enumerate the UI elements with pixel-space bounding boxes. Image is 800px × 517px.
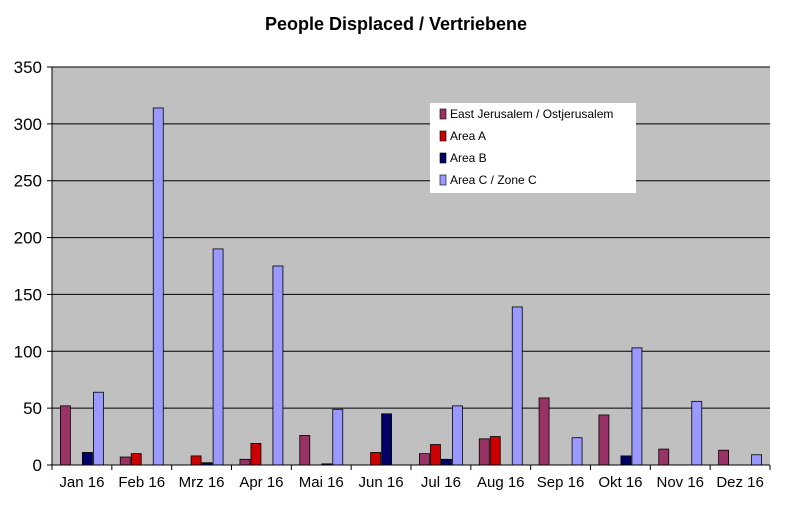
x-tick-label: Aug 16 — [477, 474, 525, 491]
bar — [631, 347, 643, 466]
y-tick-label: 150 — [14, 285, 42, 304]
bar — [381, 413, 392, 466]
bar — [82, 452, 93, 466]
legend-swatch — [439, 130, 447, 142]
bar — [419, 453, 430, 466]
legend-swatch — [439, 174, 447, 186]
y-tick-labels: 0 50 100 150 200 250 300 350 — [14, 58, 42, 475]
bar — [620, 455, 632, 466]
bar — [452, 405, 463, 466]
bar — [489, 436, 501, 466]
bar — [239, 458, 251, 466]
bar — [272, 265, 284, 466]
y-tick-label: 200 — [14, 229, 42, 248]
x-tick-label: Feb 16 — [118, 474, 165, 491]
x-tick-label: Mrz 16 — [179, 474, 225, 491]
bar — [332, 408, 344, 466]
legend-swatch — [439, 108, 447, 120]
gridlines — [47, 66, 770, 466]
bar — [441, 458, 452, 466]
legend-box — [430, 103, 636, 193]
bar — [119, 456, 131, 466]
legend: East Jerusalem / Ostjerusalem Area A Area … — [430, 103, 636, 193]
bar — [718, 449, 729, 466]
x-tick-label: Okt 16 — [598, 474, 642, 491]
legend-label: East Jerusalem / Ostjerusalem — [450, 107, 613, 121]
legend-swatch — [439, 152, 447, 164]
bar — [93, 391, 104, 466]
bar — [751, 454, 762, 466]
bar — [130, 453, 142, 466]
bar — [478, 438, 490, 466]
y-tick-label: 300 — [14, 115, 42, 134]
x-tick-label: Jun 16 — [359, 474, 404, 491]
bar — [152, 107, 164, 466]
x-tick-label: Dez 16 — [716, 474, 764, 491]
x-tick-label: Jan 16 — [59, 474, 104, 491]
y-tick-label: 0 — [33, 456, 42, 475]
bar — [190, 455, 202, 466]
x-tick-label: Apr 16 — [239, 474, 283, 491]
y-tick-label: 100 — [14, 342, 42, 361]
legend-items: East Jerusalem / Ostjerusalem Area A Area … — [439, 107, 613, 187]
bar — [60, 405, 71, 466]
bar — [511, 306, 523, 466]
bar — [538, 397, 550, 466]
bar — [430, 444, 441, 466]
bar — [658, 448, 670, 466]
y-tick-label: 350 — [14, 58, 42, 77]
bar — [598, 414, 610, 466]
legend-label: Area C / Zone C — [450, 173, 537, 187]
bar — [571, 437, 583, 466]
plot-area — [52, 67, 770, 465]
x-tick-label: Mai 16 — [299, 474, 344, 491]
bar — [212, 248, 224, 466]
bar — [250, 442, 262, 466]
chart-title: People Displaced / Vertriebene — [265, 14, 527, 34]
bar — [370, 452, 381, 466]
y-tick-label: 50 — [23, 399, 42, 418]
legend-label: Area A — [450, 129, 486, 143]
x-tick-label: Nov 16 — [656, 474, 704, 491]
bar — [299, 435, 311, 466]
bar — [691, 400, 703, 466]
x-tick-label: Jul 16 — [421, 474, 461, 491]
x-tick-labels: Jan 16 Feb 16 Mrz 16 Apr 16 Mai 16 Jun 16 Jul … — [51, 465, 771, 491]
x-tick-label: Sep 16 — [537, 474, 585, 491]
y-tick-label: 250 — [14, 172, 42, 191]
legend-label: Area B — [450, 151, 487, 165]
